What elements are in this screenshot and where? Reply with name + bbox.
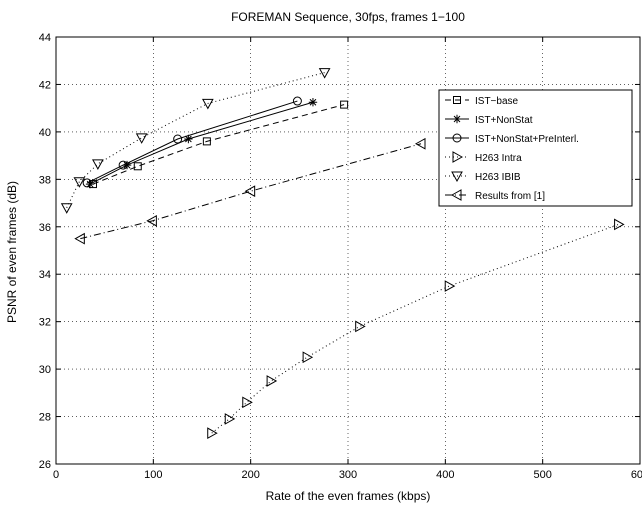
data-point <box>266 375 278 387</box>
chart-title: FOREMAN Sequence, 30fps, frames 1−100 <box>231 10 465 24</box>
axis-ticks: 0 100 200 300 400 500 600 26 28 30 32 34 36 38 40 42 44 <box>39 32 642 481</box>
x-tick-label: 500 <box>533 469 551 481</box>
legend-label: IST+NonStat+PreInterl. <box>475 134 579 145</box>
legend-item: H263 IBIB <box>445 171 521 183</box>
x-axis-title: Rate of the even frames (kbps) <box>266 489 431 503</box>
y-tick-label: 38 <box>39 174 51 186</box>
data-point <box>242 396 253 409</box>
x-tick-label: 100 <box>144 469 162 481</box>
data-point <box>201 98 214 110</box>
x-tick-label: 200 <box>241 469 259 481</box>
data-point <box>133 162 142 171</box>
y-tick-label: 30 <box>39 364 51 376</box>
y-tick-label: 32 <box>39 317 51 329</box>
data-point <box>92 159 104 170</box>
data-point <box>74 232 85 245</box>
grid <box>56 37 640 464</box>
y-tick-label: 44 <box>39 32 51 44</box>
series-4 <box>207 218 625 440</box>
legend-label: Results from [1] <box>475 191 545 202</box>
data-point <box>414 137 426 150</box>
y-tick-label: 26 <box>39 459 51 471</box>
data-point <box>318 68 331 79</box>
data-point <box>224 413 236 425</box>
legend-label: IST−base <box>475 96 519 107</box>
data-point <box>118 160 128 170</box>
legend-box <box>438 89 633 207</box>
data-point <box>202 137 211 146</box>
data-point <box>292 96 302 106</box>
data-point <box>135 133 148 144</box>
series-line <box>86 100 298 184</box>
series-1 <box>88 100 349 189</box>
data-point <box>340 100 349 109</box>
series-6 <box>74 137 426 245</box>
data-point <box>73 177 86 188</box>
data-point <box>60 203 73 214</box>
data-point <box>184 134 193 144</box>
x-tick-label: 300 <box>339 469 357 481</box>
data-point <box>308 98 318 107</box>
series-layer <box>60 68 625 440</box>
data-point <box>444 280 456 292</box>
y-axis-title: PSNR of even frames (dB) <box>5 181 19 323</box>
data-point <box>355 320 366 333</box>
legend: IST−base IST+NonStat IST+NonStat+PreInterl… <box>438 89 633 207</box>
data-point <box>302 351 314 364</box>
x-tick-label: 600 <box>631 469 642 481</box>
data-point <box>173 134 183 144</box>
series-3 <box>82 96 302 188</box>
legend-marker <box>452 114 462 124</box>
x-tick-label: 0 <box>53 469 59 481</box>
x-tick-label: 400 <box>436 469 454 481</box>
legend-item: IST−base <box>445 96 519 107</box>
data-point <box>207 427 218 440</box>
series-line <box>92 104 345 185</box>
legend-marker <box>452 151 464 163</box>
data-point <box>146 214 157 227</box>
legend-item: Results from [1] <box>445 189 545 202</box>
legend-label: IST+NonStat <box>475 115 533 126</box>
data-point <box>85 179 95 189</box>
data-point <box>82 178 92 188</box>
legend-label: H263 Intra <box>475 153 522 164</box>
legend-item: IST+NonStat <box>445 114 533 126</box>
y-tick-label: 36 <box>39 222 51 234</box>
legend-item: IST+NonStat+PreInterl. <box>445 133 579 145</box>
legend-marker <box>451 171 463 183</box>
data-point <box>244 185 256 198</box>
series-line <box>66 72 325 209</box>
series-5 <box>60 68 331 214</box>
y-tick-label: 34 <box>39 269 51 281</box>
legend-label: H263 IBIB <box>475 172 521 183</box>
series-line <box>211 223 619 434</box>
series-line <box>89 101 314 185</box>
legend-marker <box>452 133 462 143</box>
legend-item: H263 Intra <box>445 151 522 164</box>
legend-marker <box>450 189 462 201</box>
legend-marker <box>453 96 461 104</box>
y-tick-label: 40 <box>39 127 51 139</box>
y-tick-label: 42 <box>39 79 51 91</box>
y-tick-label: 28 <box>39 412 51 424</box>
data-point <box>614 218 625 231</box>
